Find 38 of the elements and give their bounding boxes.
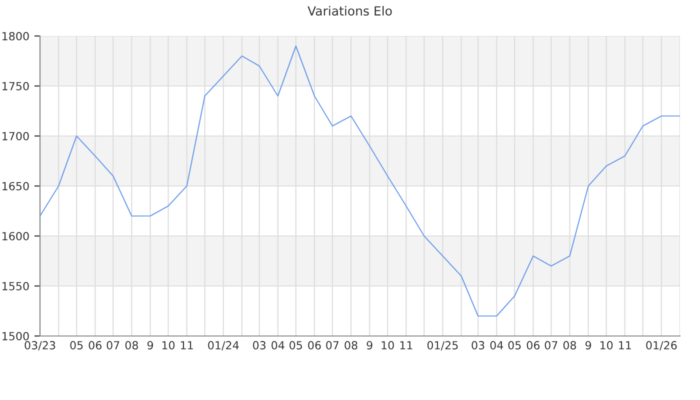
- x-tick-label: 03/23: [24, 341, 56, 350]
- x-tick-label: 03: [252, 341, 266, 350]
- x-tick-label: 11: [180, 341, 193, 350]
- x-tick-label: 04: [490, 341, 504, 350]
- x-tick-label: 10: [382, 341, 394, 350]
- x-tick-label: 01/25: [427, 341, 458, 350]
- x-tick-label: 08: [125, 341, 138, 350]
- x-tick-label: 01/24: [208, 341, 239, 350]
- x-tick-label: 08: [563, 341, 576, 350]
- x-tick-label: 06: [308, 341, 321, 350]
- x-tick-label: 10: [600, 341, 613, 350]
- x-tick-label: 07: [106, 341, 120, 350]
- y-tick-label: 1800: [2, 32, 29, 40]
- y-tick-label: 1600: [2, 232, 29, 240]
- x-tick-label: 07: [544, 341, 558, 350]
- x-tick-label: 05: [70, 341, 83, 350]
- chart-title: Variations Elo: [308, 6, 392, 16]
- x-tick-label: 04: [272, 341, 284, 350]
- y-tick-label: 1750: [2, 82, 29, 90]
- x-tick-label: 11: [400, 341, 412, 350]
- x-tick-label: 9: [147, 341, 154, 350]
- x-tick-label: 08: [344, 341, 358, 350]
- x-tick-label: 03: [472, 341, 484, 350]
- x-tick-label: 10: [162, 341, 175, 350]
- x-tick-label: 07: [326, 341, 339, 350]
- line-series: [40, 45, 680, 317]
- y-tick-label: 1700: [2, 132, 29, 140]
- x-tick-label: 06: [88, 341, 102, 350]
- y-tick-label: 1500: [2, 332, 29, 340]
- x-tick-label: 11: [619, 341, 631, 350]
- x-tick-label: 9: [585, 341, 592, 350]
- x-tick-label: 05: [508, 341, 521, 350]
- y-tick-label: 1550: [2, 282, 29, 290]
- x-tick-label: 06: [526, 341, 540, 350]
- x-tick-label: 05: [290, 341, 302, 350]
- y-tick-label: 1650: [2, 182, 29, 190]
- x-tick-label: 01/26: [646, 341, 677, 350]
- x-tick-label: 9: [366, 341, 372, 350]
